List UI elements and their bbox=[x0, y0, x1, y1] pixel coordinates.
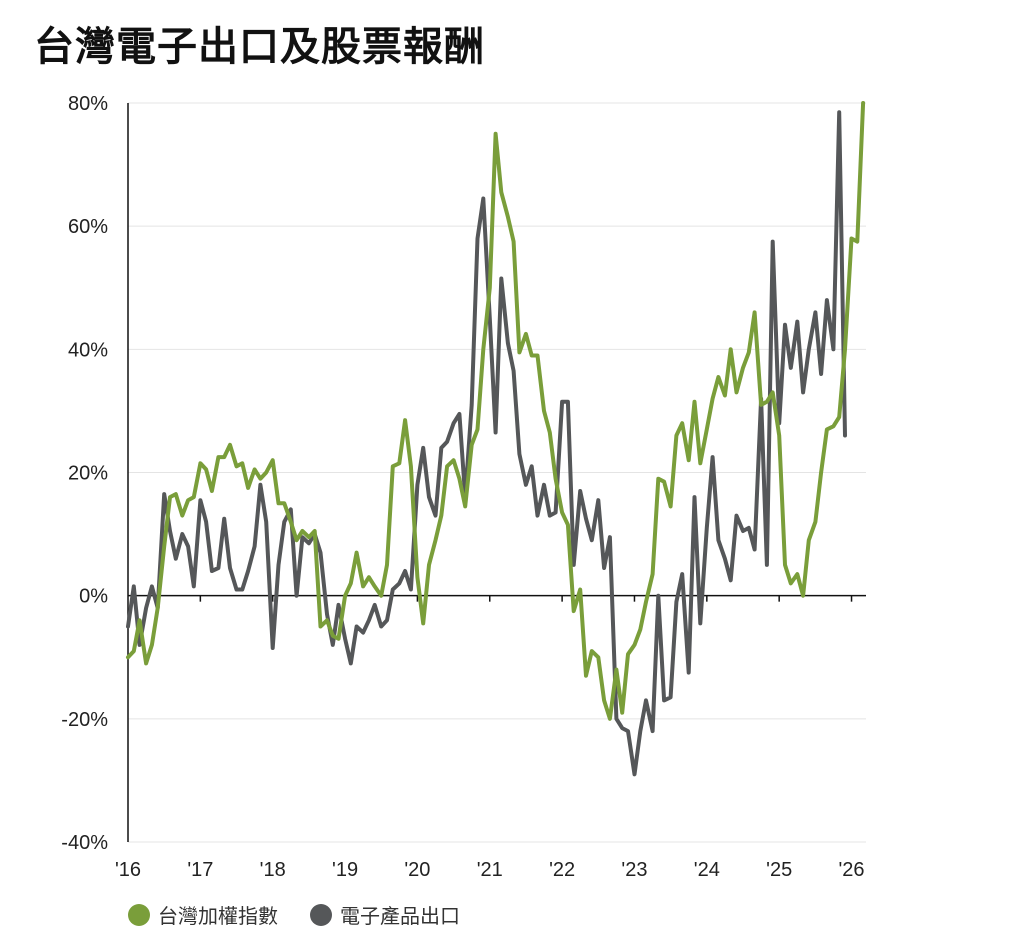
legend-label-taiex: 台灣加權指數 bbox=[158, 904, 278, 928]
y-tick-label: 40% bbox=[68, 339, 108, 361]
legend-label-electronics-exports: 電子產品出口 bbox=[340, 904, 460, 928]
x-tick-label: '21 bbox=[477, 859, 503, 881]
y-tick-label: -40% bbox=[61, 832, 108, 854]
line-chart: 80% 60% 40% 20% 0% -20% -40% '16 '17 '18 '19 '20 '2… bbox=[61, 93, 866, 881]
x-tick-label: '17 bbox=[187, 859, 213, 881]
x-axis-ticks: '16 '17 '18 '19 '20 '21 '22 '23 '24 '25 '26 bbox=[115, 595, 865, 881]
y-tick-label: 60% bbox=[68, 216, 108, 238]
x-tick-label: '25 bbox=[766, 859, 792, 881]
x-tick-label: '18 bbox=[260, 859, 286, 881]
legend-marker-taiex bbox=[128, 903, 150, 926]
y-axis-ticks: 80% 60% 40% 20% 0% -20% -40% bbox=[61, 93, 108, 854]
x-tick-label: '20 bbox=[404, 859, 430, 881]
series-lines bbox=[126, 101, 866, 777]
y-tick-label: 80% bbox=[68, 93, 108, 115]
grid-lines bbox=[128, 102, 866, 843]
x-tick-label: '23 bbox=[621, 859, 647, 881]
legend-item-taiex: 台灣加權指數 bbox=[128, 900, 278, 929]
series-line-1 bbox=[126, 110, 847, 777]
y-tick-label: -20% bbox=[61, 709, 108, 731]
x-tick-label: '24 bbox=[694, 859, 720, 881]
legend-marker-electronics-exports bbox=[310, 903, 332, 926]
chart-title: 台灣電子出口及股票報酬 bbox=[34, 24, 485, 70]
x-tick-label: '26 bbox=[838, 859, 864, 881]
x-tick-label: '22 bbox=[549, 859, 575, 881]
x-tick-label: '19 bbox=[332, 859, 358, 881]
series-line-0 bbox=[126, 101, 866, 721]
y-tick-label: 20% bbox=[68, 463, 108, 485]
y-tick-label: 0% bbox=[79, 586, 108, 608]
legend: 台灣加權指數 電子產品出口 bbox=[128, 900, 492, 929]
legend-item-electronics-exports: 電子產品出口 bbox=[310, 900, 460, 929]
x-tick-label: '16 bbox=[115, 859, 141, 881]
